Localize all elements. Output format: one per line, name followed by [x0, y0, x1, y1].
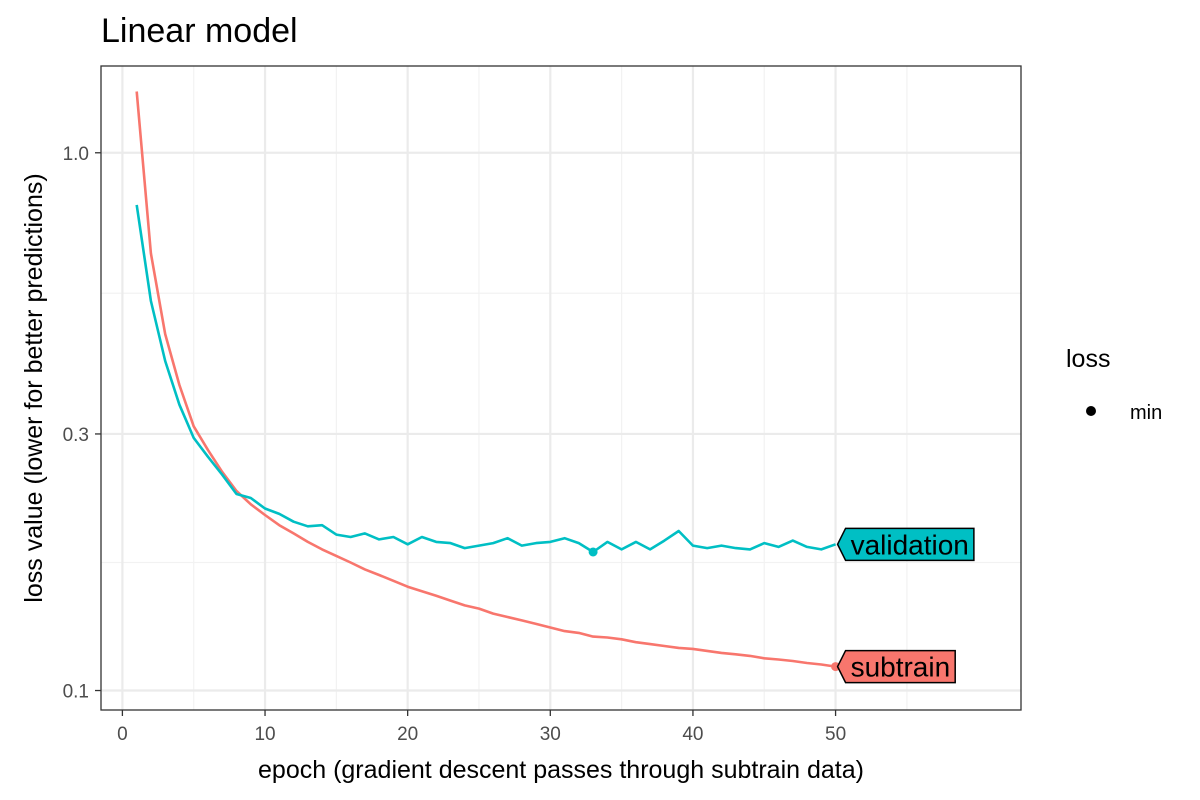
- legend: loss min: [1066, 345, 1162, 424]
- series-line-validation: [135, 204, 837, 554]
- x-tick-label: 20: [397, 724, 418, 745]
- legend-label-min: min: [1130, 402, 1162, 424]
- x-axis-title: epoch (gradient descent passes through s…: [258, 756, 864, 784]
- x-tick-label: 10: [254, 724, 275, 745]
- direct-label-text-subtrain: subtrain: [851, 652, 951, 683]
- x-tick-label: 0: [117, 724, 128, 745]
- panel-border: [100, 65, 1022, 711]
- x-tick-label: 50: [825, 724, 846, 745]
- direct-label-box-subtrain: [836, 649, 956, 684]
- plot-panel: subtrain validation: [100, 65, 1022, 711]
- legend-point-min: [1086, 406, 1096, 416]
- legend-title: loss: [1066, 345, 1110, 373]
- chart-title: Linear model: [101, 12, 298, 50]
- panel-background: [101, 66, 1021, 710]
- series-line-subtrain: [135, 91, 836, 668]
- y-axis: 0.1 0.3 1.0: [63, 144, 101, 703]
- direct-label-validation: validation: [836, 527, 975, 562]
- direct-label-text-validation: validation: [851, 529, 969, 560]
- y-axis-title: loss value (lower for better predictions…: [20, 173, 48, 602]
- x-tick-label: 40: [682, 724, 703, 745]
- direct-label-subtrain: subtrain: [836, 649, 956, 684]
- x-axis: 0 10 20 30 40 50: [117, 710, 846, 745]
- y-tick-label: 1.0: [63, 144, 89, 165]
- direct-label-box-validation: [836, 527, 975, 562]
- x-tick-label: 30: [540, 724, 561, 745]
- min-point-validation: [588, 547, 598, 557]
- min-point-subtrain: [831, 662, 841, 672]
- y-tick-label: 0.3: [63, 425, 89, 446]
- y-tick-label: 0.1: [63, 682, 89, 703]
